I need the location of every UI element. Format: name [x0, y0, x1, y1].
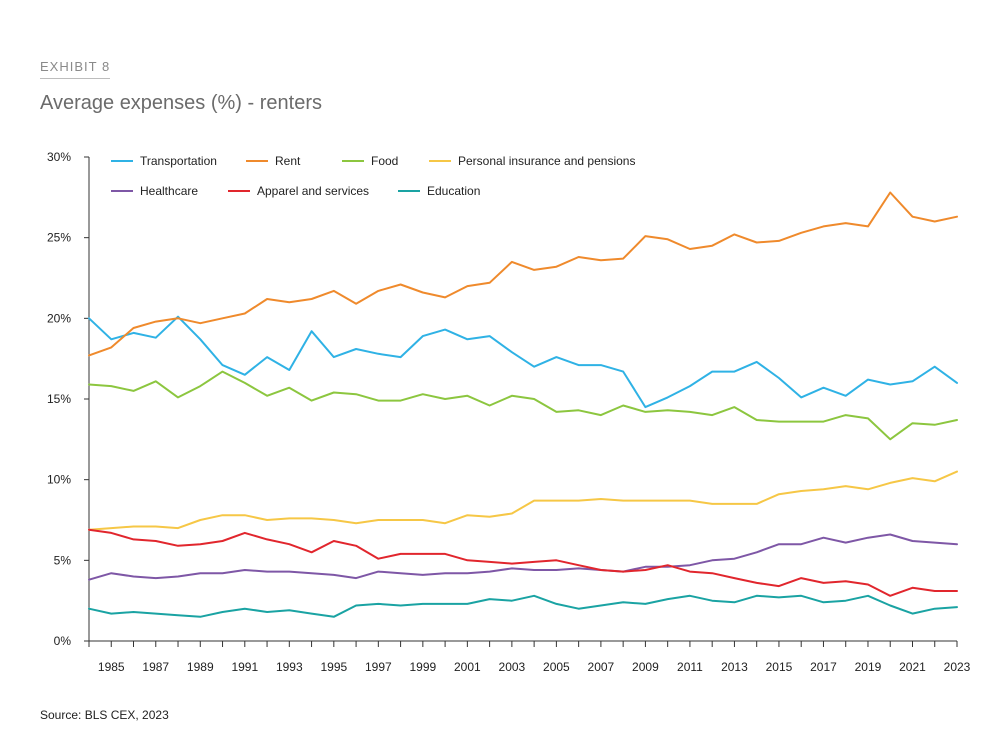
x-tick-label: 1991 — [231, 660, 258, 674]
y-tick-label: 30% — [47, 150, 71, 164]
exhibit-label: EXHIBIT 8 — [40, 59, 111, 79]
chart-series — [88, 191, 958, 618]
legend-label: Rent — [275, 154, 301, 168]
series-line-healthcare — [88, 533, 958, 581]
x-tick-label: 2021 — [899, 660, 926, 674]
source-note: Source: BLS CEX, 2023 — [40, 708, 169, 722]
y-tick-label: 0% — [54, 634, 72, 648]
x-tick-label: 1985 — [98, 660, 125, 674]
x-tick-label: 2019 — [855, 660, 882, 674]
x-tick-label: 1997 — [365, 660, 392, 674]
x-tick-label: 2013 — [721, 660, 748, 674]
series-line-education — [88, 594, 958, 618]
legend-label: Education — [427, 184, 480, 198]
x-tick-label: 2015 — [766, 660, 793, 674]
chart-axes: 0% 5% 10% 15% 20% 25% 30% 1985 1987 1989 1991 1993 1… — [47, 150, 971, 674]
legend-label: Transportation — [140, 154, 217, 168]
y-tick-label: 10% — [47, 473, 71, 487]
y-tick-label: 20% — [47, 311, 71, 325]
x-tick-label: 2005 — [543, 660, 570, 674]
legend-label: Healthcare — [140, 184, 198, 198]
x-tick-label: 2011 — [677, 660, 703, 674]
x-tick-label: 2017 — [810, 660, 837, 674]
x-tick-label: 1999 — [409, 660, 436, 674]
legend-label: Apparel and services — [257, 184, 369, 198]
legend-label: Personal insurance and pensions — [458, 154, 635, 168]
x-tick-label: 1987 — [142, 660, 169, 674]
y-tick-label: 25% — [47, 231, 71, 245]
x-tick-label: 2009 — [632, 660, 659, 674]
x-tick-label: 2003 — [499, 660, 526, 674]
x-tick-label: 1993 — [276, 660, 303, 674]
x-tick-label: 2001 — [454, 660, 481, 674]
y-tick-label: 5% — [54, 553, 72, 567]
series-line-personal-insurance-and-pensions — [88, 470, 958, 531]
x-tick-label: 2023 — [944, 660, 971, 674]
y-tick-label: 15% — [47, 392, 71, 406]
chart-title: Average expenses (%) - renters — [40, 92, 322, 114]
series-line-apparel-and-services — [88, 528, 958, 597]
x-tick-label: 1989 — [187, 660, 214, 674]
legend-label: Food — [371, 154, 398, 168]
series-line-food — [88, 370, 958, 441]
x-tick-label: 2007 — [588, 660, 615, 674]
series-line-transportation — [88, 315, 958, 409]
x-tick-label: 1995 — [320, 660, 347, 674]
series-line-rent — [88, 191, 958, 357]
chart-legend: Transportation Rent Food Personal insurance… — [111, 154, 635, 198]
